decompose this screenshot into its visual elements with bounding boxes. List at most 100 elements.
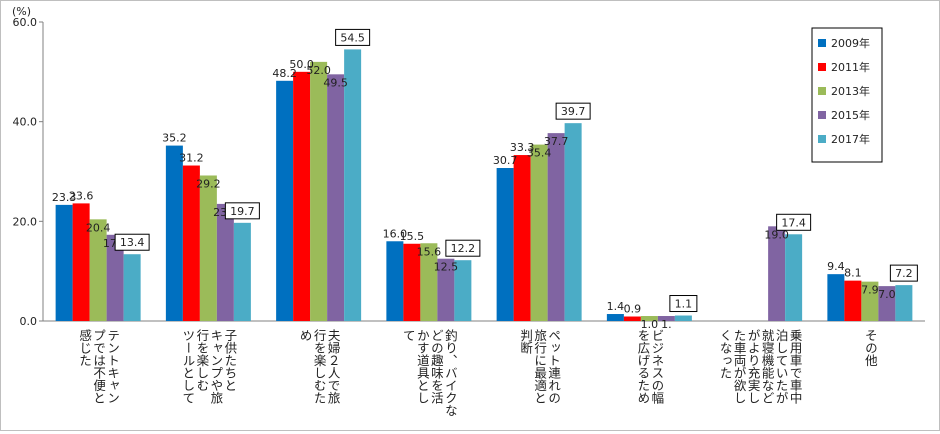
bar — [454, 260, 472, 321]
data-label: 48.2 — [272, 67, 297, 80]
bar — [657, 316, 675, 321]
category-label: テントキャン プでは不便と 感じた — [77, 329, 121, 404]
data-label: 37.7 — [544, 135, 569, 148]
data-label: 8.1 — [844, 267, 862, 280]
legend-swatch — [818, 111, 826, 119]
data-label: 16.0 — [383, 227, 408, 240]
category-label: 夫婦２人で旅 行を楽しむた め — [297, 329, 341, 404]
bar — [623, 316, 641, 321]
y-tick-label: 40.0 — [13, 116, 38, 129]
legend-label: 2017年 — [831, 132, 870, 146]
bar — [420, 243, 438, 321]
legend-label: 2015年 — [831, 108, 870, 122]
bar — [344, 49, 362, 322]
bar — [72, 203, 90, 321]
bar — [216, 203, 234, 321]
data-label-box — [445, 239, 481, 257]
data-label: 52.0 — [306, 64, 331, 77]
bar — [293, 71, 311, 321]
category-label: ペット連れの 旅行に最適と 判断 — [518, 329, 562, 404]
data-label: 19.0 — [764, 228, 789, 241]
data-label: 33.3 — [510, 141, 535, 154]
data-label: 23.6 — [69, 189, 94, 202]
y-axis-unit: (%) — [12, 5, 31, 18]
bar — [123, 254, 141, 321]
bar — [513, 155, 531, 321]
data-label: 30.7 — [493, 154, 518, 167]
bar — [182, 165, 200, 321]
data-label: 1.1 — [675, 298, 693, 311]
bar — [530, 144, 548, 321]
data-label: 35.4 — [527, 147, 552, 160]
data-label: 35.2 — [162, 132, 187, 145]
data-label: 7.2 — [895, 267, 913, 280]
data-label: 7.0 — [878, 288, 896, 301]
data-label-box — [335, 28, 371, 46]
category-label: ビジネスの幅 を広げるため — [635, 329, 665, 404]
data-label-box — [224, 202, 260, 220]
legend-swatch — [818, 63, 826, 71]
data-label: 7.9 — [861, 284, 879, 297]
legend-label: 2011年 — [831, 60, 870, 74]
bar — [895, 285, 913, 321]
bar — [827, 274, 845, 321]
data-label: 12.5 — [434, 261, 459, 274]
bar — [564, 123, 582, 321]
bar — [768, 226, 786, 321]
data-label: 29.2 — [196, 177, 221, 190]
data-label: 39.7 — [561, 105, 586, 118]
legend-swatch — [818, 87, 826, 95]
bar — [547, 133, 565, 321]
category-label: 乗用車で車中 泊していたが 就寝機能など がより充実し た車両が欲し くなった — [717, 329, 803, 404]
legend-swatch — [818, 135, 826, 143]
bar — [310, 61, 328, 321]
bar — [606, 314, 624, 321]
bar — [199, 175, 217, 321]
data-label: 13.4 — [120, 236, 145, 249]
data-label: 15.5 — [400, 230, 425, 243]
data-label: 54.5 — [340, 31, 365, 44]
legend-label: 2013年 — [831, 84, 870, 98]
bar — [878, 286, 896, 321]
bar — [55, 204, 73, 321]
data-label: 1.0 — [641, 318, 659, 331]
data-label: 9.4 — [827, 260, 845, 273]
bar — [89, 219, 107, 321]
category-label: 釣り、バイクな どの趣味を活 かす道具とし て — [400, 329, 458, 417]
data-label-box — [776, 213, 812, 231]
legend-swatch — [818, 39, 826, 47]
y-tick-label: 60.0 — [13, 16, 38, 29]
data-label-box — [114, 233, 150, 251]
bar — [844, 280, 862, 321]
y-tick-label: 0.0 — [20, 315, 38, 328]
data-label: 49.5 — [323, 76, 348, 89]
data-label: 0.9 — [624, 303, 642, 316]
data-label: 1.4 — [607, 300, 625, 313]
data-label: 1. — [661, 318, 672, 331]
data-label-box — [555, 102, 591, 120]
category-label: 子供たちと キャンプや旅 行を楽しむ ツールとして — [180, 329, 238, 404]
data-label-box — [669, 295, 698, 313]
data-label: 23.3 — [52, 191, 77, 204]
legend: 2009年 2011年 2013年 2015年 2017年 — [811, 27, 883, 163]
bar — [233, 222, 251, 321]
bar — [674, 315, 692, 321]
bar — [386, 241, 404, 321]
data-label: 12.2 — [451, 242, 476, 255]
data-label-box — [889, 264, 918, 282]
bar — [165, 145, 183, 321]
legend-label: 2009年 — [831, 36, 870, 50]
bar — [276, 80, 294, 321]
data-label: 50.0 — [289, 58, 314, 71]
bar — [861, 281, 879, 321]
data-label: 20.4 — [86, 221, 111, 234]
bar — [327, 74, 345, 321]
bar — [437, 258, 455, 321]
bar — [640, 316, 658, 321]
bar — [106, 234, 124, 321]
category-label: その他 — [862, 329, 878, 367]
bar — [496, 168, 514, 321]
data-label: 15.6 — [417, 245, 442, 258]
y-tick-label: 20.0 — [13, 215, 38, 228]
